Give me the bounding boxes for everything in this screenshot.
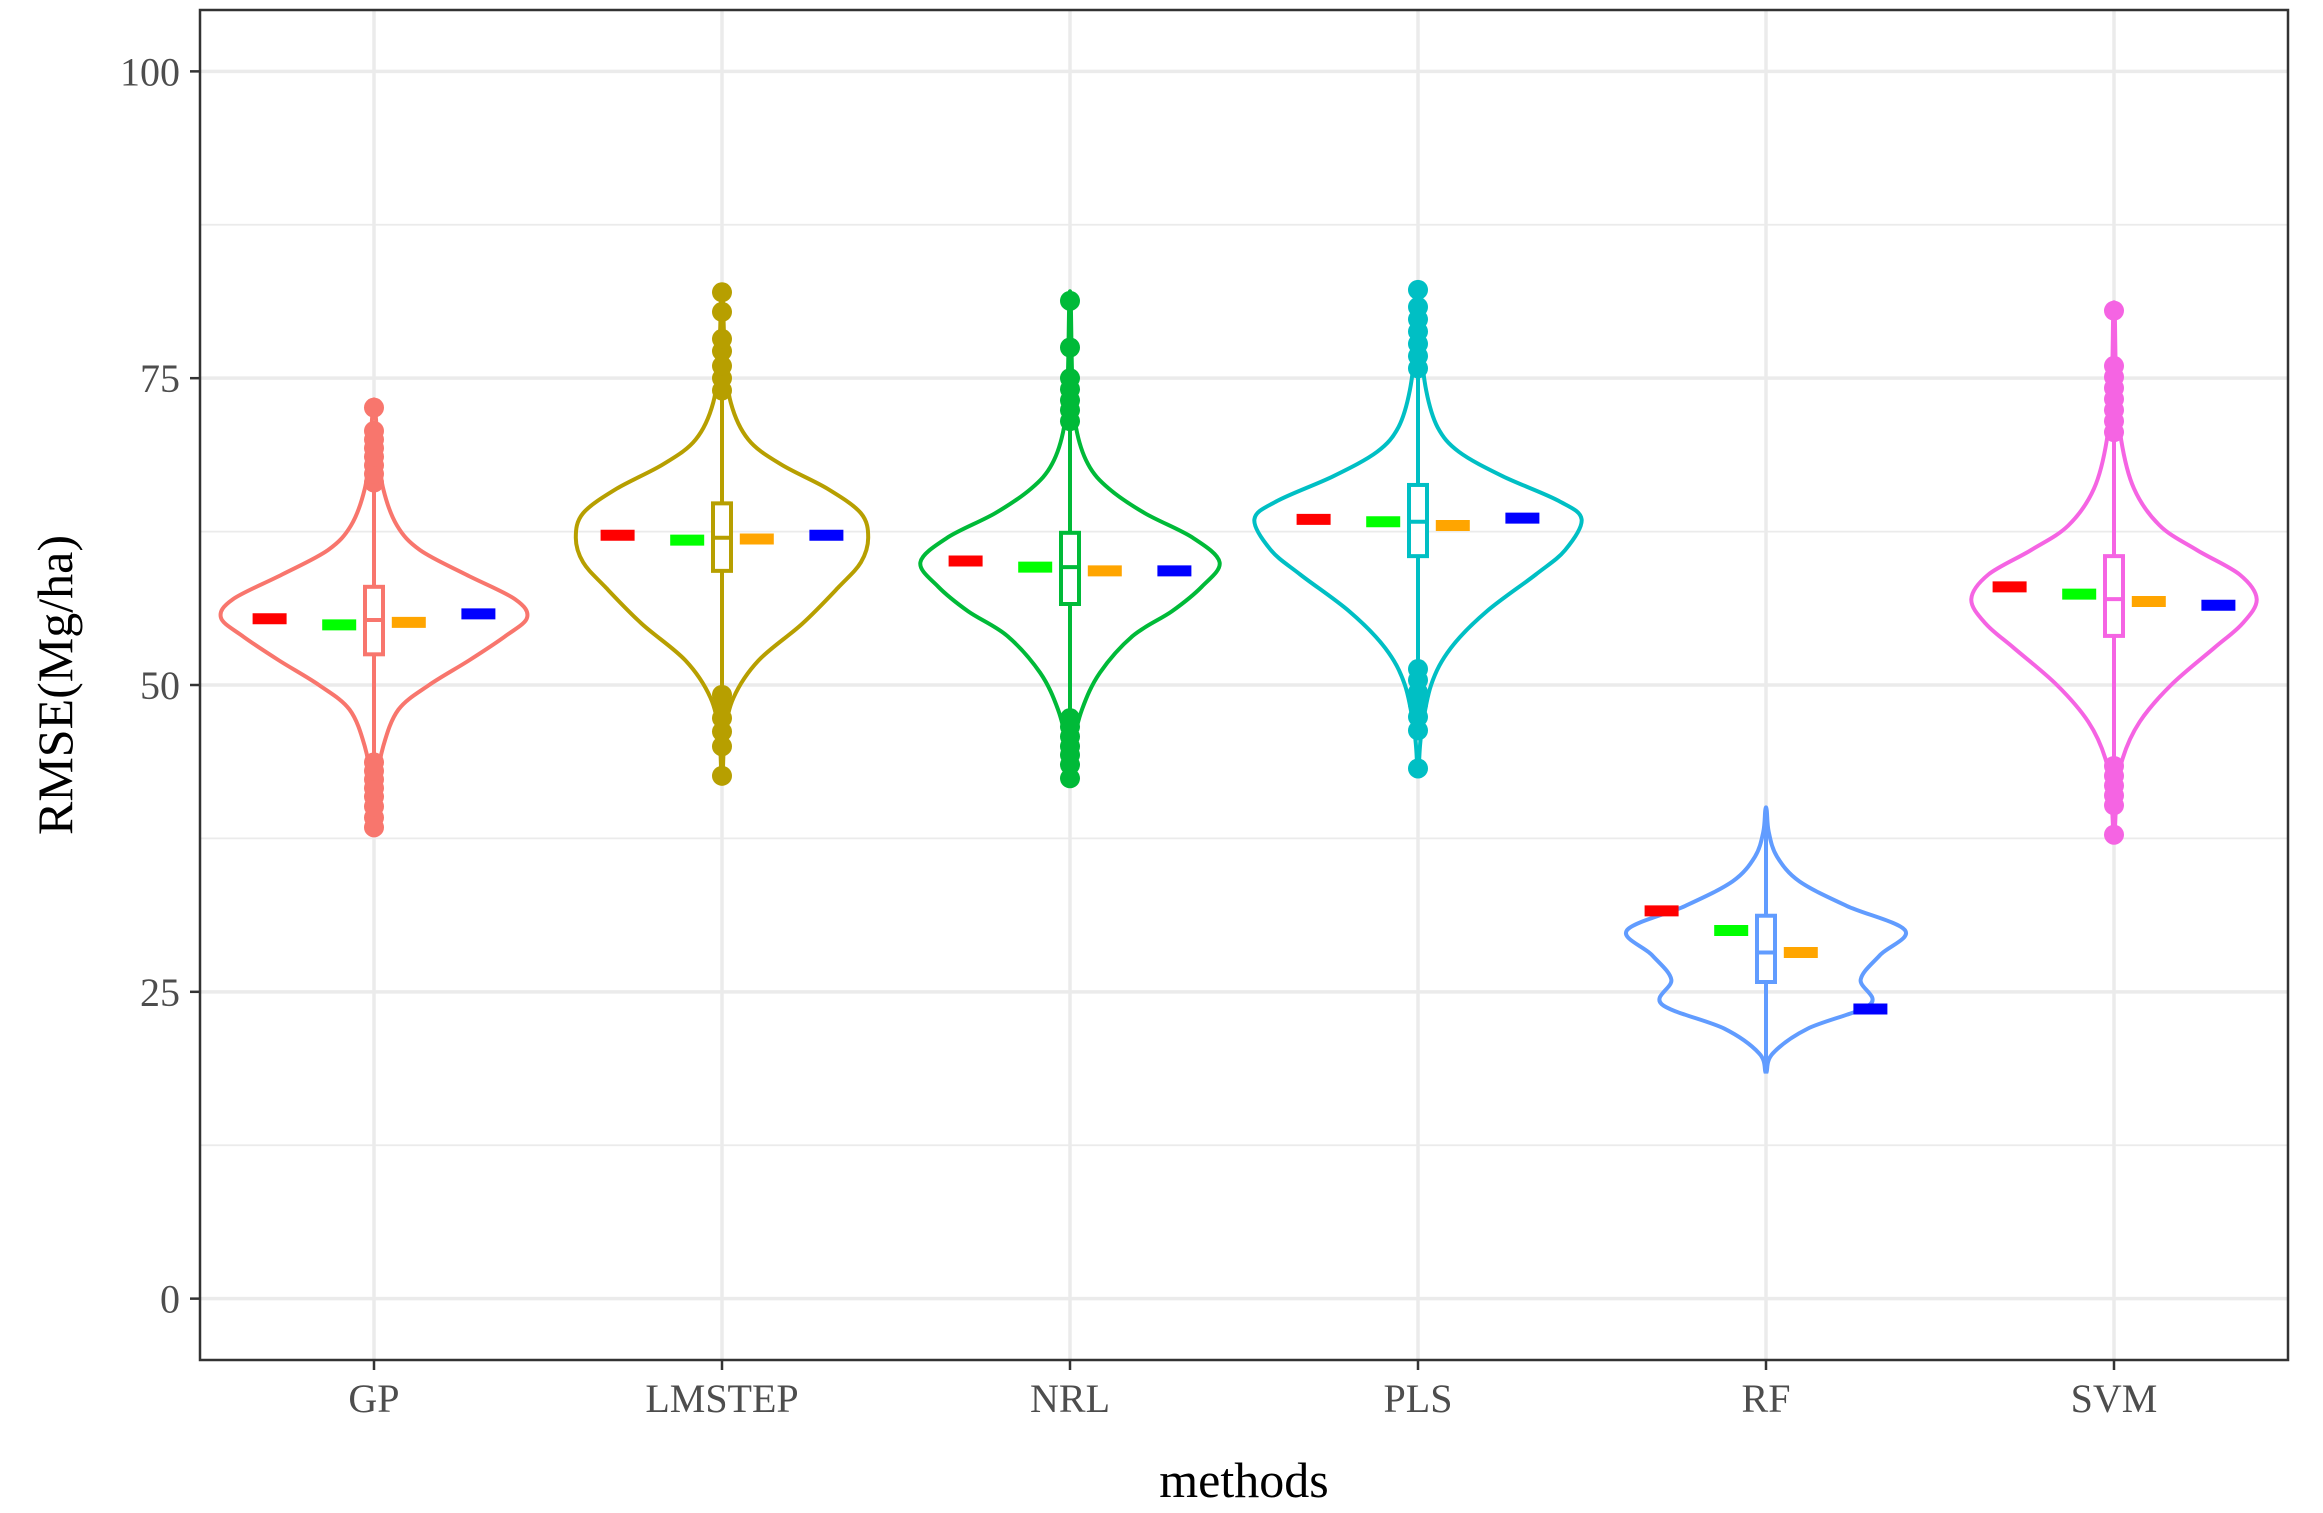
y-tick-label: 25 [140, 970, 180, 1015]
violin-group-lmstep [573, 282, 871, 786]
violin-plots [218, 279, 2259, 1074]
violin-outline [1623, 805, 1909, 1074]
x-tick-label: RF [1742, 1376, 1791, 1421]
outlier-point [712, 301, 732, 322]
outlier-point [364, 420, 384, 441]
violin-group-rf [1623, 805, 1909, 1074]
y-axis-title: RMSE(Mg/ha) [27, 535, 83, 835]
x-tick-label: LMSTEP [645, 1376, 798, 1421]
outlier-point [712, 282, 732, 303]
outlier-point [1060, 368, 1080, 389]
outlier-point [1060, 290, 1080, 311]
outlier-point [1060, 708, 1080, 729]
x-tick-label: GP [348, 1376, 399, 1421]
outlier-point [1408, 659, 1428, 680]
y-tick-label: 75 [140, 356, 180, 401]
x-tick-label: SVM [2071, 1376, 2158, 1421]
outlier-point [2104, 824, 2124, 845]
violin-group-gp [218, 397, 530, 838]
x-tick-label: PLS [1384, 1376, 1453, 1421]
outlier-point [2104, 355, 2124, 376]
violin-group-nrl [918, 289, 1222, 789]
outlier-point [1060, 337, 1080, 358]
outlier-point [364, 397, 384, 418]
grid-lines [200, 10, 2288, 1360]
box-iqr [2103, 554, 2125, 638]
outlier-point [712, 736, 732, 757]
outlier-point [1408, 279, 1428, 300]
outlier-point [2104, 756, 2124, 776]
axes: 0 25 50 75 100 GP LMSTEP NRL PLS RF SVM [120, 49, 2157, 1421]
x-axis-title: methods [1159, 1452, 1328, 1508]
outlier-point [712, 328, 732, 349]
y-tick-label: 50 [140, 663, 180, 708]
outlier-point [712, 355, 732, 376]
outlier-point [1408, 758, 1428, 779]
outlier-point [2104, 300, 2124, 321]
outlier-point [1408, 297, 1428, 317]
box-iqr [1755, 913, 1777, 985]
outlier-point [364, 752, 384, 773]
y-tick-label: 100 [120, 49, 180, 94]
outlier-point [712, 765, 732, 786]
y-tick-label: 0 [160, 1277, 180, 1322]
outlier-point [712, 684, 732, 705]
x-tick-label: NRL [1030, 1376, 1110, 1421]
violin-group-svm [1969, 300, 2259, 845]
violin-group-pls [1252, 279, 1584, 779]
